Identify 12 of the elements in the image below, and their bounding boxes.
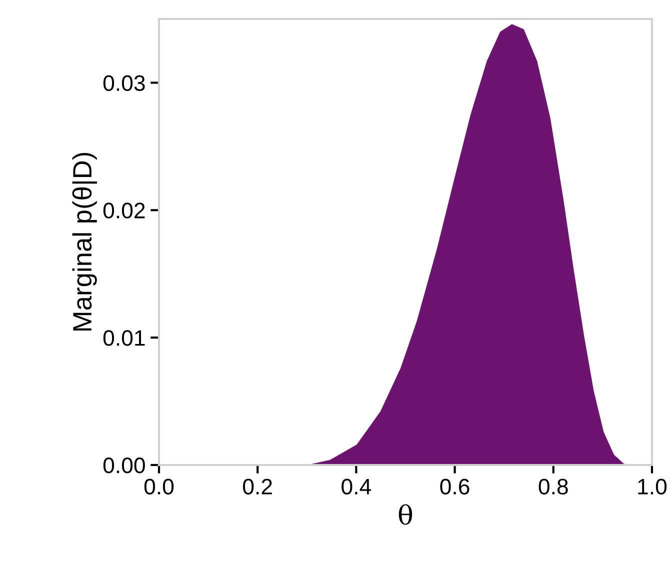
y-tick-label: 0.02	[103, 202, 145, 218]
x-tick-label: 0.8	[538, 478, 568, 495]
x-axis-title: θ	[398, 504, 412, 525]
x-tick-label: 1.0	[638, 478, 667, 495]
y-tick-label: 0.03	[103, 75, 145, 91]
x-tick-label: 0.4	[342, 478, 371, 495]
y-tick-label: 0.00	[103, 458, 145, 474]
x-tick-label: 0.2	[243, 478, 272, 495]
x-tick-label: 0.0	[144, 478, 174, 495]
y-axis-title: Marginal p(θ|D)	[72, 152, 97, 331]
x-tick-label: 0.6	[440, 478, 470, 495]
y-tick-label: 0.01	[103, 330, 145, 346]
